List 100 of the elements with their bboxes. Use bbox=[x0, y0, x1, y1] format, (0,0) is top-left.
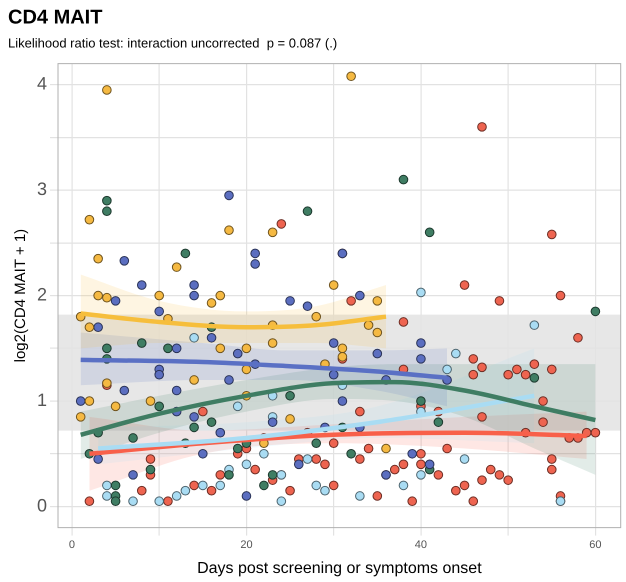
point bbox=[189, 422, 199, 432]
point bbox=[102, 344, 112, 354]
point bbox=[285, 414, 295, 424]
point bbox=[328, 338, 338, 348]
point bbox=[110, 496, 120, 506]
line-series bbox=[96, 394, 537, 451]
x-tick-label: 60 bbox=[589, 539, 602, 552]
point bbox=[189, 280, 199, 290]
point bbox=[338, 396, 348, 406]
point bbox=[416, 288, 426, 298]
point bbox=[424, 228, 434, 238]
point bbox=[328, 370, 338, 380]
point bbox=[180, 486, 190, 496]
point bbox=[381, 444, 391, 454]
point bbox=[416, 354, 426, 364]
point bbox=[154, 306, 164, 316]
point bbox=[215, 428, 226, 438]
point bbox=[451, 348, 461, 358]
point bbox=[250, 248, 260, 258]
point bbox=[372, 348, 382, 358]
point bbox=[311, 438, 322, 448]
point bbox=[154, 370, 164, 380]
point bbox=[355, 290, 365, 300]
y-tick-label: 4 bbox=[36, 74, 48, 94]
point bbox=[84, 396, 94, 406]
point bbox=[128, 433, 138, 443]
point bbox=[398, 174, 408, 184]
point bbox=[189, 332, 199, 343]
point bbox=[84, 214, 94, 224]
point bbox=[102, 491, 112, 501]
point bbox=[93, 322, 103, 332]
point bbox=[93, 290, 103, 300]
point bbox=[346, 448, 356, 459]
point bbox=[84, 322, 94, 332]
x-tick-label: 0 bbox=[68, 539, 76, 552]
point bbox=[294, 460, 304, 470]
point bbox=[172, 386, 182, 396]
point bbox=[102, 196, 112, 206]
point bbox=[416, 470, 426, 480]
point bbox=[398, 480, 408, 490]
point bbox=[372, 328, 382, 338]
point bbox=[285, 296, 295, 306]
point bbox=[102, 378, 112, 388]
point bbox=[530, 320, 540, 330]
point bbox=[302, 454, 312, 464]
point bbox=[268, 470, 278, 480]
point bbox=[154, 290, 164, 300]
point bbox=[250, 259, 260, 269]
point bbox=[416, 338, 426, 348]
point bbox=[242, 460, 252, 470]
point bbox=[93, 254, 103, 264]
point bbox=[110, 402, 120, 412]
point bbox=[328, 280, 338, 290]
point bbox=[434, 417, 444, 427]
point bbox=[276, 496, 286, 506]
point bbox=[215, 344, 226, 354]
point bbox=[232, 444, 243, 454]
point bbox=[146, 464, 156, 474]
point bbox=[136, 280, 147, 290]
point bbox=[154, 496, 164, 506]
point bbox=[198, 448, 208, 459]
point bbox=[372, 296, 382, 306]
point bbox=[76, 396, 86, 406]
point bbox=[172, 262, 182, 272]
point bbox=[136, 338, 147, 348]
point bbox=[215, 480, 226, 490]
point bbox=[215, 290, 226, 300]
y-tick-label: 2 bbox=[36, 284, 48, 305]
point bbox=[172, 491, 182, 501]
point bbox=[206, 298, 216, 308]
point bbox=[206, 332, 216, 343]
point bbox=[93, 454, 103, 464]
y-tick-label: 1 bbox=[36, 390, 48, 410]
point bbox=[120, 256, 130, 266]
point bbox=[259, 480, 269, 490]
point bbox=[242, 344, 252, 354]
point bbox=[338, 352, 348, 362]
point bbox=[128, 496, 138, 506]
point bbox=[424, 460, 434, 470]
y-tick-label: 3 bbox=[36, 179, 48, 200]
point bbox=[206, 417, 216, 427]
point bbox=[180, 248, 190, 258]
chart-subtitle: Likelihood ratio test: interaction uncorrected p = 0.087 (.) bbox=[8, 35, 338, 50]
point bbox=[110, 480, 120, 490]
point bbox=[172, 344, 182, 354]
point bbox=[320, 486, 330, 496]
x-tick-label: 40 bbox=[414, 539, 428, 552]
point bbox=[442, 364, 452, 374]
point bbox=[232, 402, 243, 412]
point bbox=[346, 71, 356, 82]
point bbox=[189, 412, 199, 422]
y-tick-label: 0 bbox=[36, 495, 48, 516]
point bbox=[311, 312, 322, 322]
point bbox=[102, 480, 112, 490]
point bbox=[268, 338, 278, 348]
line-series bbox=[78, 380, 598, 438]
point bbox=[407, 448, 417, 459]
point bbox=[154, 402, 164, 412]
point bbox=[355, 491, 365, 501]
point bbox=[189, 375, 199, 385]
